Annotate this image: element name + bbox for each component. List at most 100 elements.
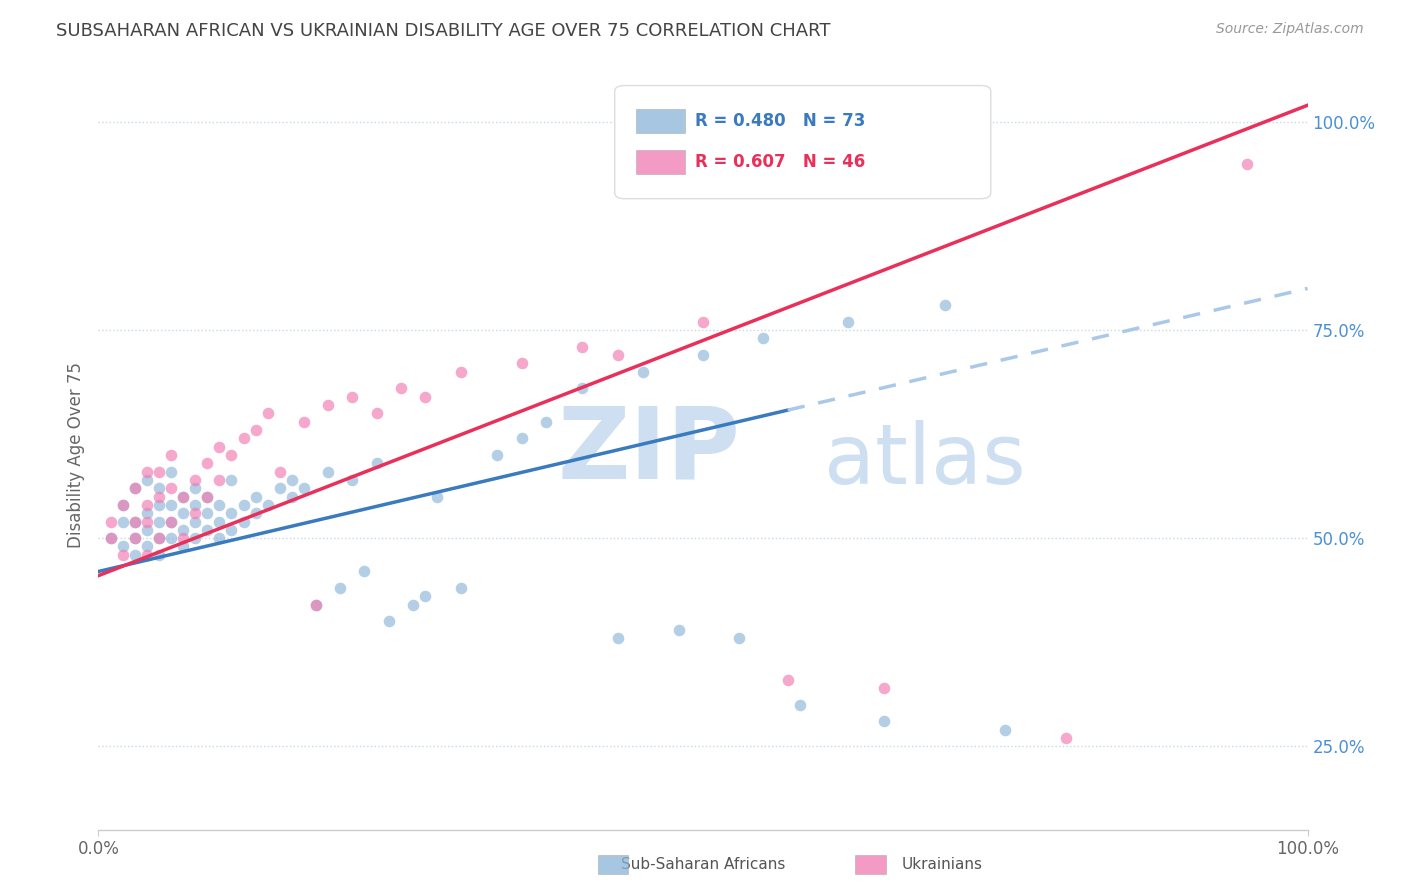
- Point: [148, 481, 170, 495]
- Point: [232, 431, 254, 445]
- Point: [148, 531, 170, 545]
- Point: [160, 531, 183, 545]
- Point: [172, 540, 194, 554]
- Point: [172, 531, 194, 545]
- Point: [292, 415, 315, 429]
- Point: [934, 298, 956, 312]
- Point: [135, 540, 157, 554]
- Text: atlas: atlas: [824, 420, 1025, 501]
- Point: [232, 515, 254, 529]
- Point: [160, 465, 183, 479]
- Point: [413, 390, 436, 404]
- Point: [208, 473, 231, 487]
- Point: [208, 498, 231, 512]
- Point: [571, 381, 593, 395]
- Point: [402, 598, 425, 612]
- Point: [184, 515, 207, 529]
- Point: [366, 456, 388, 470]
- Point: [510, 431, 533, 445]
- Point: [195, 490, 218, 504]
- Point: [305, 598, 328, 612]
- Point: [100, 531, 122, 545]
- Point: [124, 481, 146, 495]
- Point: [208, 531, 231, 545]
- Point: [873, 714, 896, 729]
- Point: [450, 581, 472, 595]
- Point: [316, 465, 339, 479]
- Point: [510, 356, 533, 370]
- Point: [316, 398, 339, 412]
- Point: [256, 406, 278, 420]
- Point: [342, 473, 364, 487]
- Text: ZIP: ZIP: [558, 402, 741, 500]
- Point: [426, 490, 449, 504]
- Text: R = 0.480   N = 73: R = 0.480 N = 73: [695, 112, 865, 129]
- Point: [776, 673, 799, 687]
- FancyBboxPatch shape: [614, 86, 991, 199]
- Point: [111, 515, 134, 529]
- Point: [534, 415, 557, 429]
- Point: [184, 531, 207, 545]
- Point: [607, 348, 630, 362]
- Point: [111, 498, 134, 512]
- Point: [172, 490, 194, 504]
- Point: [389, 381, 412, 395]
- Point: [281, 473, 304, 487]
- Point: [124, 481, 146, 495]
- Point: [172, 523, 194, 537]
- Point: [135, 523, 157, 537]
- Point: [269, 481, 291, 495]
- Point: [184, 473, 207, 487]
- Point: [148, 548, 170, 562]
- Point: [342, 390, 364, 404]
- Point: [221, 506, 243, 520]
- Point: [281, 490, 304, 504]
- Point: [135, 498, 157, 512]
- Point: [148, 531, 170, 545]
- Point: [269, 465, 291, 479]
- Point: [111, 540, 134, 554]
- Point: [148, 498, 170, 512]
- Point: [292, 481, 315, 495]
- Point: [486, 448, 509, 462]
- FancyBboxPatch shape: [637, 109, 685, 133]
- Point: [148, 490, 170, 504]
- Point: [232, 498, 254, 512]
- Point: [208, 440, 231, 454]
- Point: [124, 548, 146, 562]
- Point: [245, 506, 267, 520]
- Point: [245, 423, 267, 437]
- Point: [148, 465, 170, 479]
- FancyBboxPatch shape: [637, 150, 685, 174]
- Point: [728, 631, 751, 645]
- Point: [208, 515, 231, 529]
- Point: [221, 448, 243, 462]
- Point: [377, 615, 399, 629]
- Point: [837, 315, 859, 329]
- Point: [135, 548, 157, 562]
- Point: [305, 598, 328, 612]
- Point: [366, 406, 388, 420]
- Y-axis label: Disability Age Over 75: Disability Age Over 75: [66, 362, 84, 548]
- Point: [329, 581, 352, 595]
- Point: [631, 365, 654, 379]
- Point: [184, 506, 207, 520]
- Point: [135, 506, 157, 520]
- Point: [124, 531, 146, 545]
- Point: [752, 331, 775, 345]
- Point: [873, 681, 896, 695]
- Point: [100, 531, 122, 545]
- Point: [135, 515, 157, 529]
- Point: [160, 498, 183, 512]
- Text: SUBSAHARAN AFRICAN VS UKRAINIAN DISABILITY AGE OVER 75 CORRELATION CHART: SUBSAHARAN AFRICAN VS UKRAINIAN DISABILI…: [56, 22, 831, 40]
- Point: [160, 448, 183, 462]
- Point: [221, 523, 243, 537]
- Point: [172, 490, 194, 504]
- Text: R = 0.607   N = 46: R = 0.607 N = 46: [695, 153, 865, 171]
- Point: [135, 473, 157, 487]
- Point: [245, 490, 267, 504]
- Point: [789, 698, 811, 712]
- Point: [221, 473, 243, 487]
- Point: [256, 498, 278, 512]
- Point: [124, 531, 146, 545]
